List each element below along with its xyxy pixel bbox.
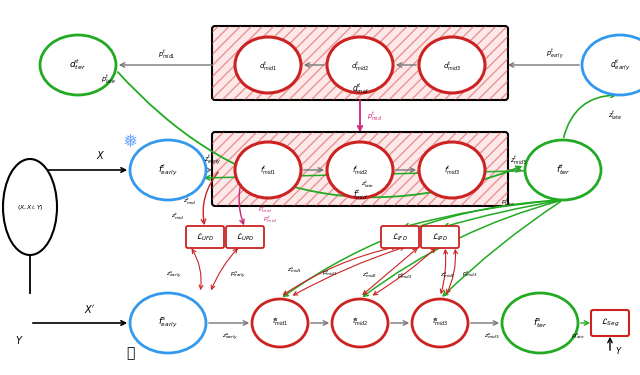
Ellipse shape	[235, 142, 301, 198]
Text: $z^s_{mid3}$: $z^s_{mid3}$	[484, 331, 500, 341]
Text: $z^s_{mid2}$: $z^s_{mid2}$	[362, 270, 378, 280]
Ellipse shape	[332, 299, 388, 347]
Text: $z^t_{late}$: $z^t_{late}$	[362, 180, 374, 190]
Text: $z^t_{early}$: $z^t_{early}$	[204, 153, 221, 167]
Text: $\mathcal{L}_{UFD}$: $\mathcal{L}_{UFD}$	[196, 231, 214, 243]
Text: $f^s_{mid3}$: $f^s_{mid3}$	[432, 317, 448, 329]
Ellipse shape	[412, 299, 468, 347]
Text: $f^t_{ter}$: $f^t_{ter}$	[556, 162, 570, 177]
Text: $p^s_{early}$: $p^s_{early}$	[230, 270, 246, 280]
Ellipse shape	[130, 140, 206, 200]
Text: $z^s_{early}$: $z^s_{early}$	[222, 330, 238, 342]
Text: $X'$: $X'$	[84, 303, 96, 315]
Text: $p^t_{mid1}$: $p^t_{mid1}$	[158, 48, 176, 60]
Text: $(X,X\prime,Y)$: $(X,X\prime,Y)$	[17, 202, 44, 211]
Ellipse shape	[327, 37, 393, 93]
Text: $z^t_{mid}$: $z^t_{mid}$	[183, 197, 196, 207]
FancyBboxPatch shape	[212, 132, 508, 206]
Text: $p^s_{mid3}$: $p^s_{mid3}$	[462, 269, 478, 279]
Text: $p^t_{mid}$: $p^t_{mid}$	[258, 205, 272, 215]
Text: $f^t_{early}$: $f^t_{early}$	[158, 162, 178, 178]
Text: $z^t_{mid}$: $z^t_{mid}$	[172, 212, 185, 222]
Text: $p^s_{late}$: $p^s_{late}$	[571, 331, 585, 341]
Text: $p^s_{mid1}$: $p^s_{mid1}$	[322, 268, 338, 278]
Text: $d^t_{mid3}$: $d^t_{mid3}$	[443, 58, 461, 72]
Ellipse shape	[419, 142, 485, 198]
Text: $z^t_{mid3}$: $z^t_{mid3}$	[509, 153, 527, 165]
Text: Y: Y	[15, 336, 21, 346]
Text: $\mathcal{L}_{Seg}$: $\mathcal{L}_{Seg}$	[601, 317, 620, 329]
FancyBboxPatch shape	[381, 226, 419, 248]
Ellipse shape	[327, 142, 393, 198]
FancyBboxPatch shape	[421, 226, 459, 248]
FancyBboxPatch shape	[212, 26, 508, 100]
FancyBboxPatch shape	[591, 310, 629, 336]
Ellipse shape	[130, 293, 206, 353]
Text: $\mathcal{L}_{IFD}$: $\mathcal{L}_{IFD}$	[392, 231, 408, 243]
Text: Y: Y	[616, 346, 621, 355]
Text: $f^s_{mid2}$: $f^s_{mid2}$	[352, 317, 368, 329]
Text: $z^s_{mid3}$: $z^s_{mid3}$	[440, 270, 456, 280]
Text: $f^t_{mid1}$: $f^t_{mid1}$	[260, 164, 276, 177]
Text: $d^t_{early}$: $d^t_{early}$	[610, 57, 630, 73]
Text: $p^t_{mid}$: $p^t_{mid}$	[367, 110, 381, 123]
Text: $z^t_{late}$: $z^t_{late}$	[608, 108, 622, 122]
Ellipse shape	[252, 299, 308, 347]
Text: ❅: ❅	[122, 133, 138, 151]
Text: $f^t_{mid2}$: $f^t_{mid2}$	[352, 164, 368, 177]
Text: $p^s_{mid2}$: $p^s_{mid2}$	[397, 271, 413, 281]
FancyBboxPatch shape	[186, 226, 224, 248]
Text: $f^s_{ter}$: $f^s_{ter}$	[532, 316, 547, 330]
Text: $p^t_{early}$: $p^t_{early}$	[546, 47, 564, 61]
Text: $z^s_{mid1}$: $z^s_{mid1}$	[287, 265, 303, 275]
Text: $p^t_{late}$: $p^t_{late}$	[501, 198, 515, 208]
Text: $d^t_{ter}$: $d^t_{ter}$	[70, 57, 86, 72]
Text: $f^s_{mid1}$: $f^s_{mid1}$	[272, 317, 288, 329]
Text: $\mathcal{L}_{UPD}$: $\mathcal{L}_{UPD}$	[236, 231, 254, 243]
Ellipse shape	[3, 159, 57, 255]
Ellipse shape	[502, 293, 578, 353]
Ellipse shape	[582, 35, 640, 95]
Text: $p^t_{mid}$: $p^t_{mid}$	[263, 215, 277, 225]
Text: $d^t_{mid}$: $d^t_{mid}$	[351, 81, 369, 96]
Text: $f^t_{mid3}$: $f^t_{mid3}$	[444, 164, 460, 177]
Text: $z^s_{early}$: $z^s_{early}$	[166, 270, 182, 280]
Text: $f^t_{mid}$: $f^t_{mid}$	[353, 188, 367, 202]
Text: $f^s_{early}$: $f^s_{early}$	[158, 316, 178, 330]
Ellipse shape	[235, 37, 301, 93]
Text: $d^t_{mid2}$: $d^t_{mid2}$	[351, 58, 369, 72]
Text: X: X	[97, 151, 103, 161]
Text: $\mathcal{L}_{IPD}$: $\mathcal{L}_{IPD}$	[432, 231, 448, 243]
FancyBboxPatch shape	[226, 226, 264, 248]
Text: $p^t_{late}$: $p^t_{late}$	[100, 72, 115, 86]
Ellipse shape	[40, 35, 116, 95]
Ellipse shape	[525, 140, 601, 200]
Ellipse shape	[419, 37, 485, 93]
Text: 🔥: 🔥	[126, 346, 134, 360]
Text: $d^t_{mid1}$: $d^t_{mid1}$	[259, 58, 277, 72]
